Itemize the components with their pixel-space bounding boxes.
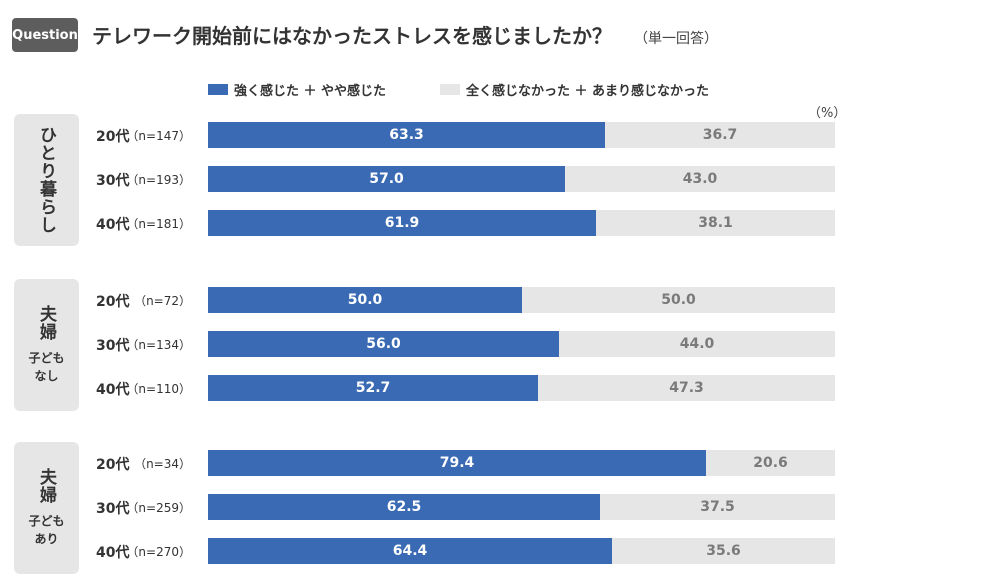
legend-label-disagree: 全く感じなかった ＋ あまり感じなかった (466, 84, 710, 99)
data-label-disagree: 47.3 (669, 380, 704, 396)
group-label-2: 夫婦 子ども あり (14, 442, 79, 574)
legend-item-agree: 強く感じた ＋ やや感じた (208, 80, 386, 99)
data-label-disagree: 50.0 (661, 292, 696, 308)
bar-segment-disagree: 43.0 (565, 166, 835, 192)
data-label-disagree: 36.7 (702, 127, 738, 143)
question-badge: Question (12, 18, 78, 52)
group-label-0: ひとり暮らし (14, 114, 79, 246)
bar-segment-agree: 52.7 (208, 375, 538, 401)
bar-segment-agree: 62.5 (208, 494, 600, 520)
row-age-label: 40代 (96, 382, 130, 398)
row-sample-size: （n=259） (126, 501, 191, 515)
group-main-label: 夫婦 (36, 305, 56, 341)
data-label-agree: 50.0 (347, 292, 383, 308)
bar-segment-agree: 50.0 (208, 287, 522, 313)
stacked-bar: 52.7 47.3 (208, 375, 835, 401)
group-main-label: ひとり暮らし (36, 126, 56, 234)
data-label-disagree: 44.0 (679, 336, 715, 352)
stacked-bar: 63.3 36.7 (208, 122, 835, 148)
data-label-disagree: 20.6 (753, 455, 788, 471)
row-sample-size: （n=72） (134, 294, 191, 308)
answer-type: （単一回答） (634, 31, 718, 47)
bar-segment-agree: 79.4 (208, 450, 706, 476)
bar-segment-agree: 61.9 (208, 210, 596, 236)
bar-segment-disagree: 50.0 (522, 287, 835, 313)
data-label-disagree: 38.1 (698, 215, 733, 231)
row-sample-size: （n=147） (126, 129, 191, 143)
bar-segment-disagree: 35.6 (612, 538, 835, 564)
bar-segment-agree: 64.4 (208, 538, 612, 564)
stacked-bar: 79.4 20.6 (208, 450, 835, 476)
data-label-agree: 62.5 (386, 499, 422, 515)
data-label-disagree: 35.6 (706, 543, 741, 559)
row-age-label: 20代 (96, 457, 130, 473)
group-sub-line: 子ども (28, 514, 65, 528)
group-main-label: 夫婦 (36, 468, 56, 504)
row-age-label: 30代 (96, 173, 130, 189)
legend-swatch-disagree (440, 84, 460, 95)
bar-segment-agree: 57.0 (208, 166, 565, 192)
group-label-1: 夫婦 子ども なし (14, 279, 79, 411)
data-label-agree: 52.7 (355, 380, 391, 396)
bar-segment-disagree: 20.6 (706, 450, 835, 476)
group-sub-label: 子ども あり (28, 512, 64, 548)
bar-segment-disagree: 38.1 (596, 210, 835, 236)
data-label-disagree: 37.5 (700, 499, 735, 515)
question-text: テレワーク開始前にはなかったストレスを感じましたか？ (92, 24, 612, 48)
row-age-label: 30代 (96, 338, 130, 354)
legend-label-agree: 強く感じた ＋ やや感じた (234, 84, 387, 99)
stacked-bar: 50.0 50.0 (208, 287, 835, 313)
question-title: テレワーク開始前にはなかったストレスを感じましたか？ （単一回答） (92, 20, 718, 49)
bar-segment-disagree: 47.3 (538, 375, 835, 401)
row-age-label: 40代 (96, 217, 130, 233)
row-age-label: 20代 (96, 129, 130, 145)
group-sub-line: なし (34, 369, 59, 383)
row-sample-size: （n=193） (126, 173, 191, 187)
row-age-label: 30代 (96, 501, 130, 517)
group-sub-line: あり (34, 532, 59, 546)
data-label-disagree: 43.0 (682, 171, 718, 187)
row-age-label: 20代 (96, 294, 130, 310)
row-sample-size: （n=134） (126, 338, 191, 352)
row-sample-size: （n=181） (126, 217, 191, 231)
row-sample-size: （n=34） (134, 457, 191, 471)
data-label-agree: 61.9 (384, 215, 420, 231)
legend-item-disagree: 全く感じなかった ＋ あまり感じなかった (440, 80, 709, 99)
row-sample-size: （n=110） (126, 382, 191, 396)
data-label-agree: 79.4 (439, 455, 475, 471)
stacked-bar: 57.0 43.0 (208, 166, 835, 192)
data-label-agree: 57.0 (369, 171, 404, 187)
group-sub-label: 子ども なし (28, 349, 64, 385)
data-label-agree: 63.3 (389, 127, 424, 143)
bar-segment-disagree: 36.7 (605, 122, 835, 148)
group-sub-line: 子ども (28, 351, 65, 365)
stacked-bar: 64.4 35.6 (208, 538, 835, 564)
data-label-agree: 64.4 (392, 543, 428, 559)
bar-segment-agree: 63.3 (208, 122, 605, 148)
data-label-agree: 56.0 (366, 336, 401, 352)
unit-label: （%） (808, 106, 847, 121)
bar-segment-disagree: 44.0 (559, 331, 835, 357)
legend-swatch-agree (208, 84, 228, 95)
bar-segment-agree: 56.0 (208, 331, 559, 357)
stacked-bar: 61.9 38.1 (208, 210, 835, 236)
stacked-bar: 56.0 44.0 (208, 331, 835, 357)
row-sample-size: （n=270） (126, 545, 191, 559)
stacked-bar: 62.5 37.5 (208, 494, 835, 520)
bar-segment-disagree: 37.5 (600, 494, 835, 520)
row-age-label: 40代 (96, 545, 130, 561)
